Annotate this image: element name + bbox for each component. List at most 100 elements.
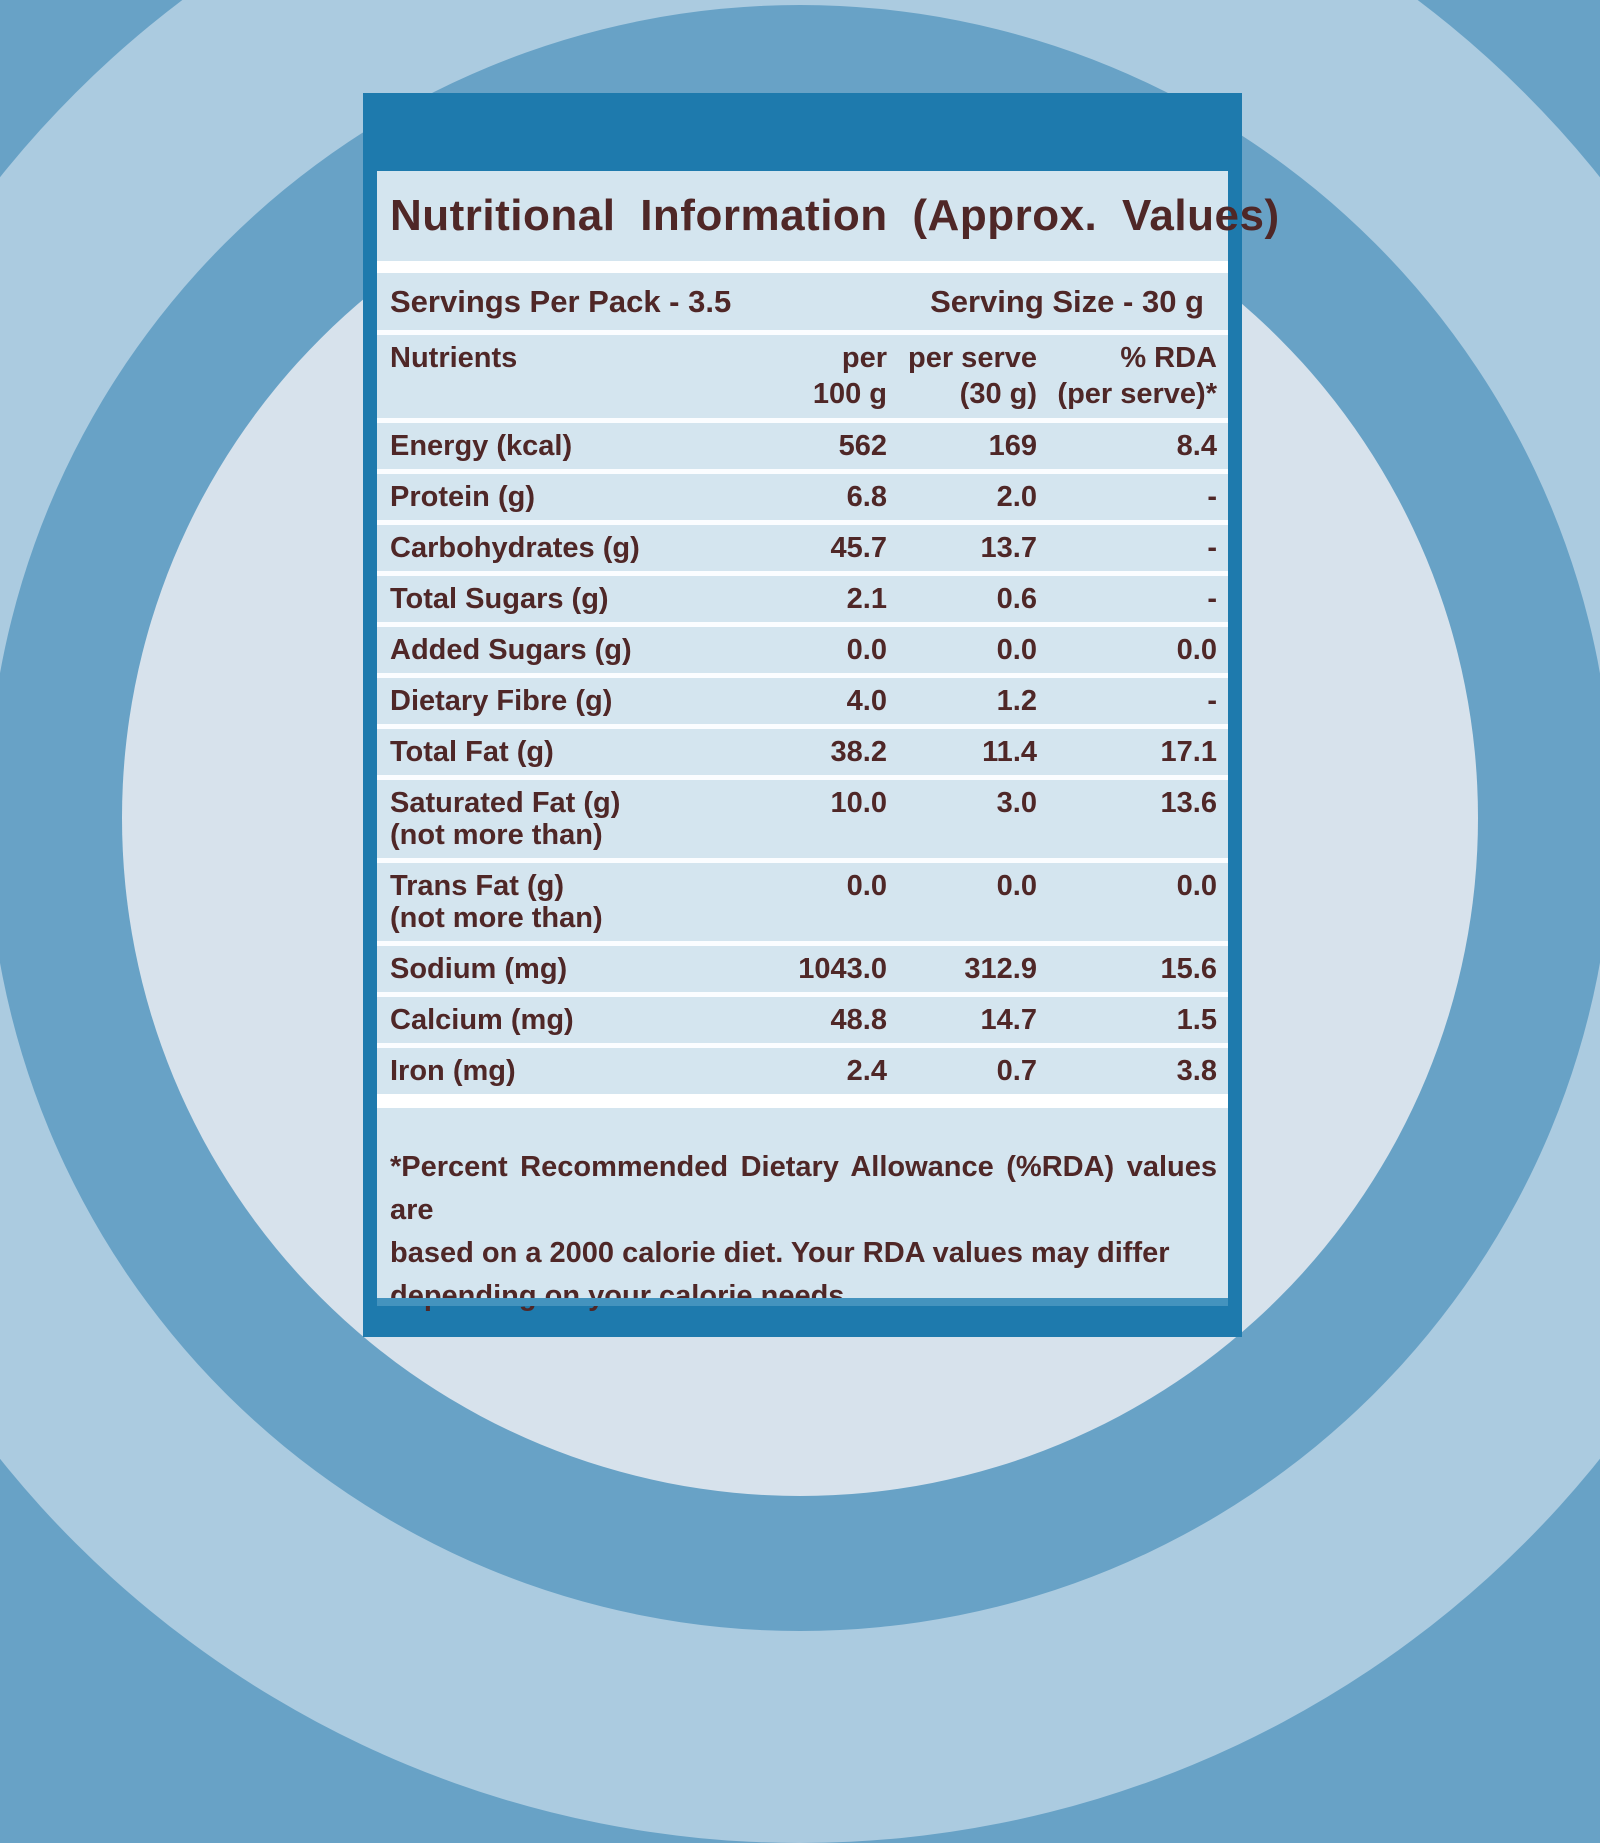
column-header-line: per serve [908, 342, 1037, 374]
nutrient-label: Iron (mg) [390, 1055, 516, 1087]
footnote-line: *Percent Recommended Dietary Allowance (… [390, 1151, 1217, 1226]
nutrient-label-cell: Saturated Fat (g) (not more than) [390, 787, 727, 851]
value-per-serve: 0.7 [996, 1055, 1037, 1087]
value-per-100g: 2.4 [846, 1055, 887, 1087]
nutrient-label: Total Fat (g) [390, 736, 554, 768]
value-rda: 15.6 [1160, 953, 1217, 985]
value-per-serve: 13.7 [980, 532, 1037, 564]
table-row: Sodium (mg) 1043.0 312.9 15.6 [377, 946, 1228, 997]
column-header-line: % RDA [1120, 342, 1217, 374]
nutrient-label: Added Sugars (g) [390, 634, 632, 666]
nutrient-label: Energy (kcal) [390, 430, 573, 462]
nutrient-label: Calcium (mg) [390, 1004, 574, 1036]
footnote-line: based on a 2000 calorie diet. Your RDA v… [390, 1237, 1170, 1269]
nutrient-sublabel: (not more than) [390, 902, 603, 934]
value-per-100g: 0.0 [846, 870, 887, 902]
column-header-line: (per serve)* [1057, 378, 1217, 410]
value-per-serve: 312.9 [964, 953, 1037, 985]
divider [377, 1094, 1228, 1108]
nutrient-label-cell: Dietary Fibre (g) [390, 685, 727, 717]
value-rda: 0.0 [1176, 634, 1217, 666]
value-rda: 13.6 [1160, 787, 1217, 819]
page-title: Nutritional Information (Approx. Values) [390, 191, 1280, 240]
value-rda: 8.4 [1176, 430, 1217, 462]
column-header-nutrients: Nutrients [390, 342, 518, 374]
nutrient-label: Trans Fat (g) [390, 870, 565, 902]
nutrient-label: Total Sugars (g) [390, 583, 609, 615]
nutrient-label-cell: Calcium (mg) [390, 1004, 727, 1036]
table-row: Protein (g) 6.8 2.0 - [377, 474, 1228, 525]
column-header-per-100g: per 100 g [727, 340, 887, 412]
column-header-per-serve: per serve (30 g) [887, 340, 1037, 412]
value-rda: - [1207, 532, 1217, 564]
divider [377, 330, 1228, 335]
nutrition-table-area: Nutritional Information (Approx. Values)… [377, 171, 1279, 1312]
table-header-row: Nutrients per 100 g per serve (30 g) % R… [377, 335, 1228, 418]
table-row: Added Sugars (g) 0.0 0.0 0.0 [377, 627, 1228, 678]
nutrient-label: Carbohydrates (g) [390, 532, 640, 564]
value-rda: - [1207, 685, 1217, 717]
value-per-serve: 0.0 [996, 870, 1037, 902]
column-header-line: (30 g) [959, 378, 1037, 410]
value-per-serve: 11.4 [982, 736, 1037, 768]
column-header-line: 100 g [812, 378, 887, 410]
value-per-serve: 0.6 [996, 583, 1037, 615]
value-rda: 17.1 [1160, 736, 1217, 768]
value-per-serve: 169 [988, 430, 1037, 462]
nutrient-label-cell: Energy (kcal) [390, 430, 727, 462]
title-row: Nutritional Information (Approx. Values) [377, 171, 1279, 261]
nutrient-label-cell: Total Sugars (g) [390, 583, 727, 615]
nutrient-label: Protein (g) [390, 481, 535, 513]
value-per-serve: 1.2 [996, 685, 1037, 717]
footnote-line: depending on your calorie needs [390, 1280, 845, 1312]
servings-row: Servings Per Pack - 3.5 Serving Size - 3… [377, 273, 1228, 330]
value-per-100g: 562 [838, 430, 887, 462]
nutrient-label-cell: Added Sugars (g) [390, 634, 727, 666]
value-rda: - [1207, 583, 1217, 615]
divider [377, 418, 1228, 423]
value-rda: 0.0 [1176, 870, 1217, 902]
column-header-rda: % RDA (per serve)* [1037, 340, 1217, 412]
table-row: Trans Fat (g) (not more than) 0.0 0.0 0.… [377, 863, 1228, 946]
divider [377, 261, 1228, 273]
nutrient-sublabel: (not more than) [390, 819, 603, 851]
table-row: Dietary Fibre (g) 4.0 1.2 - [377, 678, 1228, 729]
nutrient-label-cell: Trans Fat (g) (not more than) [390, 870, 727, 934]
value-per-100g: 10.0 [830, 787, 887, 819]
value-per-100g: 2.1 [846, 583, 887, 615]
value-per-serve: 2.0 [996, 481, 1037, 513]
nutrient-label-cell: Iron (mg) [390, 1055, 727, 1087]
value-per-serve: 3.0 [996, 787, 1037, 819]
nutrient-label-cell: Total Fat (g) [390, 736, 727, 768]
table-row: Total Fat (g) 38.2 11.4 17.1 [377, 729, 1228, 780]
table-body: Energy (kcal) 562 169 8.4 Protein (g) 6.… [377, 423, 1228, 1094]
nutrient-label-cell: Protein (g) [390, 481, 727, 513]
value-per-100g: 0.0 [846, 634, 887, 666]
value-rda: - [1207, 481, 1217, 513]
value-per-100g: 4.0 [846, 685, 887, 717]
value-per-100g: 1043.0 [798, 953, 887, 985]
column-header-line: per [841, 342, 887, 374]
table-row: Energy (kcal) 562 169 8.4 [377, 423, 1228, 474]
value-per-100g: 48.8 [830, 1004, 887, 1036]
servings-per-pack: Servings Per Pack - 3.5 [390, 283, 732, 319]
table-row: Iron (mg) 2.4 0.7 3.8 [377, 1048, 1228, 1094]
value-per-100g: 38.2 [830, 736, 887, 768]
value-rda: 3.8 [1176, 1055, 1217, 1087]
rda-footnote: *Percent Recommended Dietary Allowance (… [377, 1108, 1228, 1318]
value-per-100g: 45.7 [830, 532, 887, 564]
table-row: Carbohydrates (g) 45.7 13.7 - [377, 525, 1228, 576]
nutrition-label-panel: Nutritional Information (Approx. Values)… [363, 93, 1279, 1337]
nutrient-label: Dietary Fibre (g) [390, 685, 613, 717]
serving-size: Serving Size - 30 g [930, 283, 1204, 319]
table-row: Saturated Fat (g) (not more than) 10.0 3… [377, 780, 1228, 863]
nutrient-label: Sodium (mg) [390, 953, 568, 985]
value-per-serve: 14.7 [980, 1004, 1037, 1036]
value-per-serve: 0.0 [996, 634, 1037, 666]
table-row: Total Sugars (g) 2.1 0.6 - [377, 576, 1228, 627]
nutrient-label: Saturated Fat (g) [390, 787, 621, 819]
value-rda: 1.5 [1176, 1004, 1217, 1036]
nutrient-label-cell: Sodium (mg) [390, 953, 727, 985]
table-row: Calcium (mg) 48.8 14.7 1.5 [377, 997, 1228, 1048]
value-per-100g: 6.8 [846, 481, 887, 513]
